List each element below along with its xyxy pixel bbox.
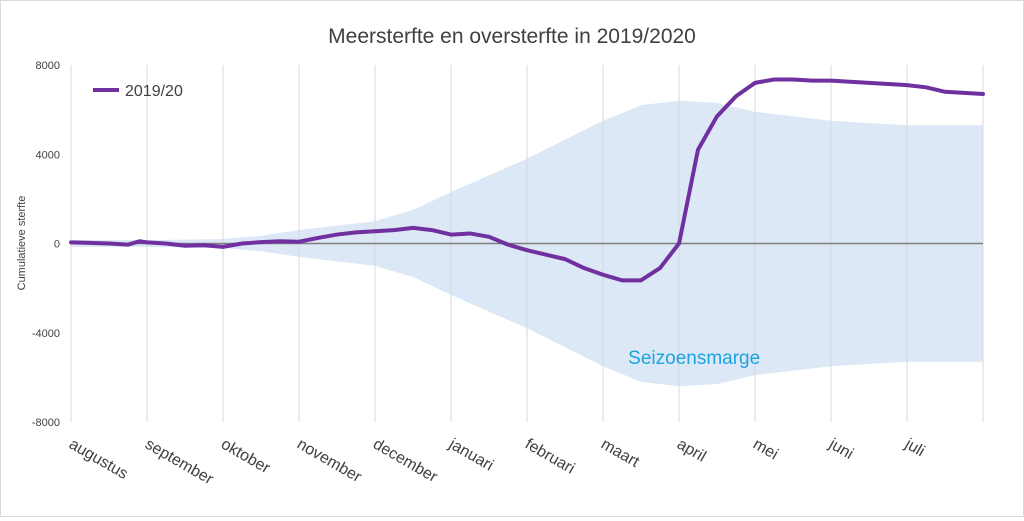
y-tick-label: -8000 [32, 417, 60, 429]
x-tick-labels: augustus september oktober november december… [66, 435, 927, 488]
y-axis-label: Cumulatieve sterfte [16, 196, 28, 291]
y-tick-label: 0 [54, 239, 60, 251]
series-layer [69, 77, 985, 283]
legend: 2019/20 [93, 83, 183, 100]
legend-label-2019-20: 2019/20 [125, 83, 183, 100]
y-tick-labels: 8000 4000 0 -4000 -8000 [32, 60, 60, 429]
chart-title: Meersterfte en oversterfte in 2019/2020 [328, 25, 696, 48]
x-tick-label: december [370, 436, 441, 487]
x-tick-label: juni [825, 435, 856, 463]
x-tick-label: maart [598, 436, 642, 471]
annotation-seizoensmarge: Seizoensmarge [628, 348, 760, 369]
annotations: Seizoensmarge [628, 348, 760, 369]
x-tick-label: juli [901, 435, 927, 460]
y-tick-label: 8000 [36, 60, 60, 72]
series-line-2019-20 [69, 77, 985, 283]
x-tick-label: augustus [66, 436, 131, 483]
x-tick-label: september [142, 436, 217, 489]
x-tick-label: februari [522, 436, 577, 478]
x-tick-label: januari [445, 435, 496, 474]
y-tick-label: -4000 [32, 328, 60, 340]
x-tick-label: april [674, 436, 709, 466]
x-tick-label: oktober [218, 436, 273, 478]
x-tick-label: november [294, 436, 365, 487]
x-tick-label: mei [750, 436, 781, 464]
y-tick-label: 4000 [36, 149, 60, 161]
